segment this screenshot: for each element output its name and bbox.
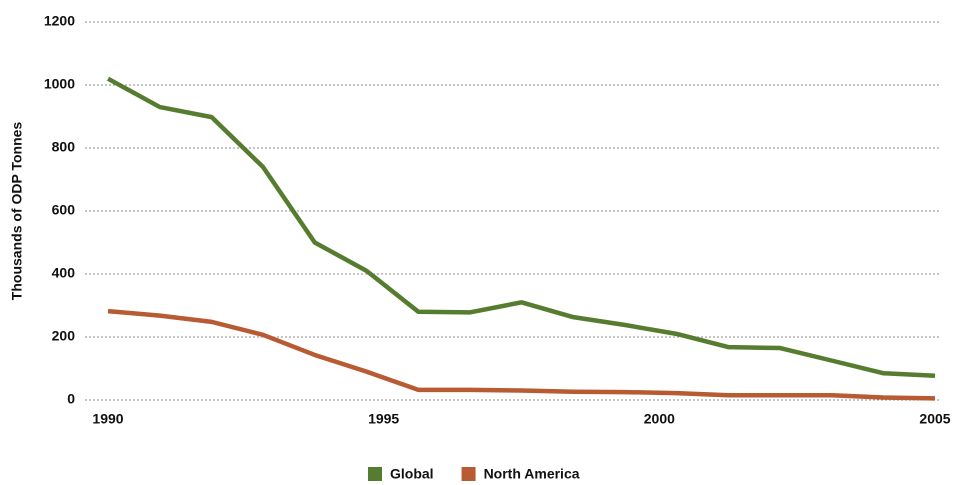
legend-swatch [368, 467, 382, 481]
legend-label: Global [390, 466, 434, 482]
y-tick-label: 1200 [44, 13, 75, 29]
y-tick-label: 600 [52, 202, 76, 218]
legend-label: North America [484, 466, 580, 482]
line [107, 308, 936, 401]
x-tick-label: 2000 [644, 411, 675, 427]
y-tick-label: 200 [52, 328, 76, 344]
y-tick-label: 400 [52, 265, 76, 281]
y-tick-label: 800 [52, 139, 76, 155]
legend-swatch [461, 467, 476, 481]
y-axis-label: Thousands of ODP Tonnes [9, 122, 25, 301]
line [106, 76, 936, 378]
x-tick-label: 1995 [368, 411, 399, 427]
x-tick-label: 2005 [919, 411, 950, 427]
y-tick-label: 0 [67, 391, 75, 407]
y-tick-label: 1000 [44, 76, 75, 92]
x-tick-label: 1990 [92, 411, 123, 427]
